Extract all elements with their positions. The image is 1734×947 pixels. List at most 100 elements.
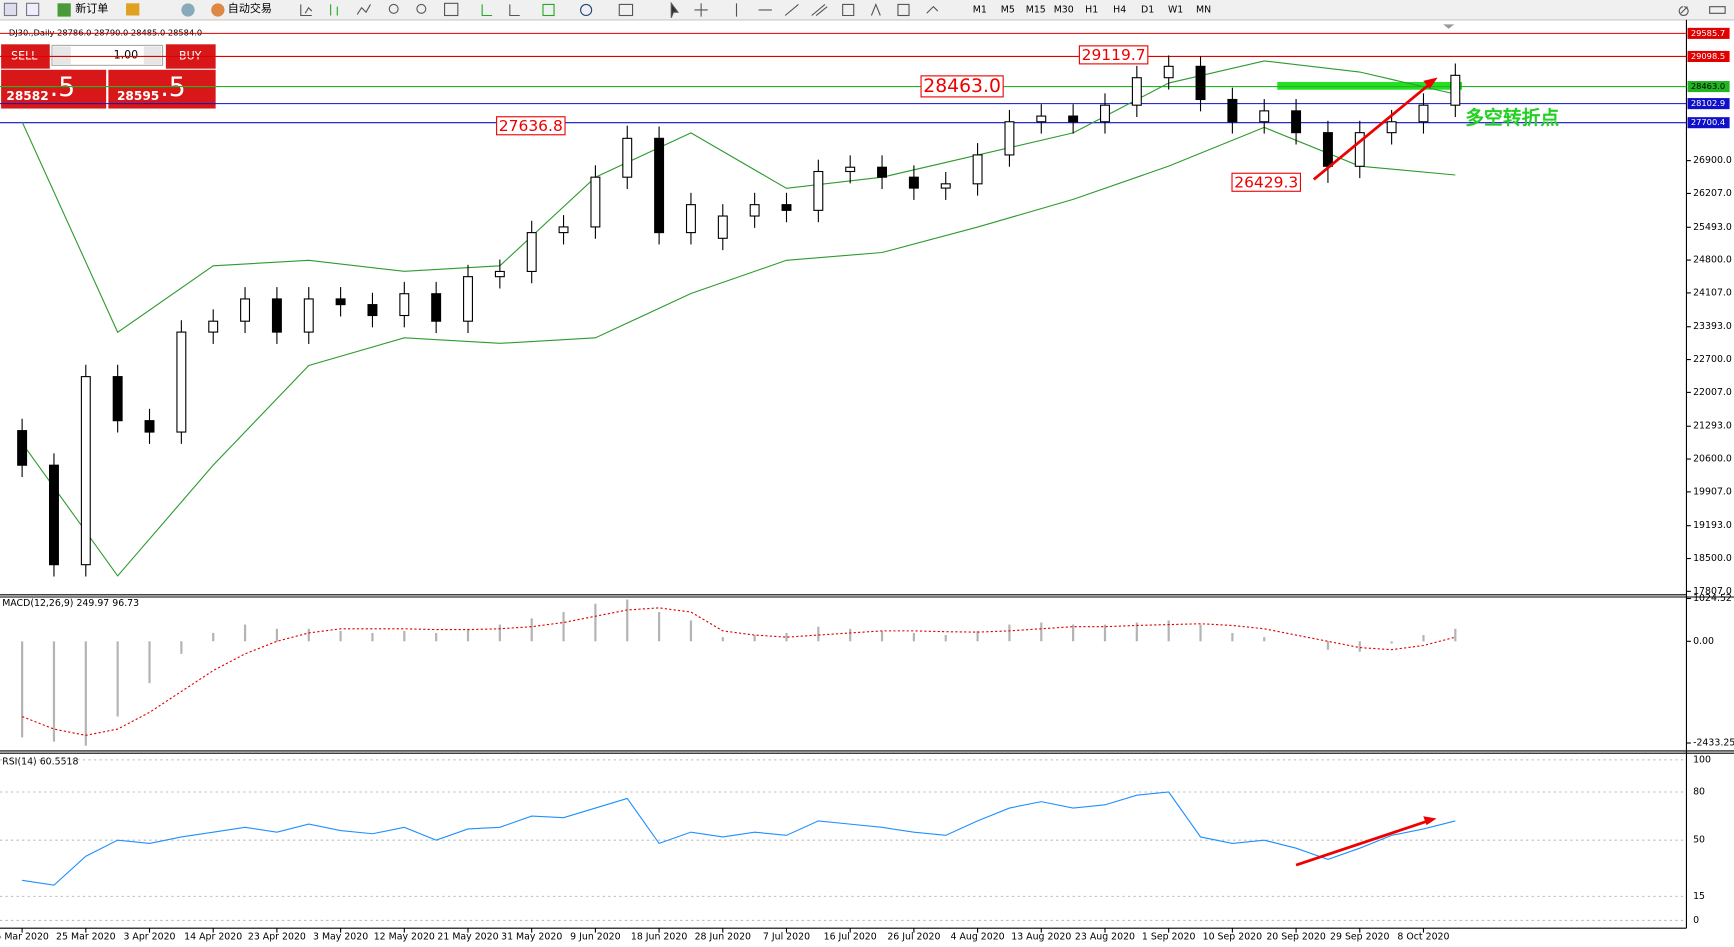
timeframe-button[interactable]: W1 [1168, 4, 1183, 15]
candle-body [972, 154, 983, 185]
candle-body [1068, 115, 1079, 123]
candle-body [908, 176, 919, 189]
x-tick-label: 31 May 2020 [501, 932, 562, 943]
candle-body [1195, 65, 1206, 101]
candle-icon[interactable] [330, 4, 338, 16]
callout-text: 多空转折点 [1465, 106, 1559, 129]
text-icon[interactable] [870, 2, 881, 16]
period-icon[interactable] [580, 3, 593, 17]
candle-body [335, 298, 346, 306]
y-tick-label: 23393.0 [1693, 321, 1732, 332]
lots-up[interactable] [143, 46, 162, 65]
timeframe-button[interactable]: H4 [1113, 4, 1126, 15]
candle-body [1163, 65, 1174, 79]
y-tick-label: 1024.52 [1693, 593, 1732, 604]
rsi-line [22, 791, 1456, 886]
zoom-out-icon[interactable] [416, 3, 427, 14]
indicator-icon[interactable] [542, 3, 555, 17]
candle-body [208, 320, 219, 333]
x-tick-label: 29 Sep 2020 [1330, 932, 1389, 943]
x-tick-label: 18 Jun 2020 [631, 932, 687, 943]
candle-body [1354, 132, 1365, 167]
new-order-icon[interactable] [57, 3, 71, 17]
zoom-in-icon[interactable] [388, 3, 399, 14]
timeframe-button[interactable]: M15 [1026, 4, 1046, 15]
scroll-icon[interactable] [481, 4, 493, 17]
bar-chart-icon[interactable] [300, 4, 313, 17]
auto-trade-button[interactable]: 自动交易 [228, 1, 272, 15]
x-tick-label: 14 Apr 2020 [184, 932, 242, 943]
level-label: 29585.7 [1691, 28, 1725, 38]
trendline-icon[interactable] [784, 4, 799, 16]
y-tick-label: 21293.0 [1693, 421, 1732, 432]
x-tick-label: 10 Sep 2020 [1203, 932, 1262, 943]
candle-body [176, 331, 187, 433]
x-tick-label: 12 May 2020 [374, 932, 435, 943]
x-tick-label: 7 Jul 2020 [763, 932, 810, 943]
buy-price-fraction: .5 [160, 72, 185, 103]
candle-body [940, 183, 951, 189]
crosshair-icon[interactable] [694, 3, 708, 17]
toolbar-icon[interactable] [25, 2, 40, 17]
candle-body [1227, 98, 1238, 123]
x-tick-label: 1 Sep 2020 [1142, 932, 1196, 943]
candle-body [526, 232, 537, 273]
candle-body [1131, 77, 1142, 106]
chat-icon[interactable] [1709, 6, 1726, 14]
toolbar-icon[interactable] [181, 3, 195, 17]
new-order-button[interactable]: 新订单 [75, 1, 108, 15]
x-tick-label: 20 Sep 2020 [1266, 932, 1325, 943]
candle-body [399, 293, 410, 317]
toolbar-icon[interactable] [126, 3, 140, 16]
search-icon[interactable] [1678, 6, 1689, 17]
level-label-box [1687, 27, 1730, 39]
candle-body [144, 420, 155, 433]
x-tick-label: 5 Mar 2020 [0, 932, 49, 943]
candle-body [240, 298, 251, 322]
buy-price: 28595 [117, 89, 159, 103]
level-label-box [1687, 98, 1730, 110]
timeframe-button[interactable]: M30 [1054, 4, 1074, 15]
lots-input[interactable] [51, 44, 164, 66]
candle-body [622, 137, 633, 178]
label-icon[interactable] [897, 3, 910, 17]
candle-body [781, 204, 792, 211]
y-tick-label: 20600.0 [1693, 454, 1732, 465]
x-tick-label: 4 Aug 2020 [951, 932, 1005, 943]
candle-body [749, 204, 760, 217]
candle-body [271, 298, 282, 333]
timeframe-button[interactable]: M5 [1001, 4, 1015, 15]
y-tick-label: 26207.0 [1693, 188, 1732, 199]
sell-price-box[interactable] [1, 69, 107, 109]
channel-icon[interactable] [811, 4, 828, 16]
x-tick-label: 9 Jun 2020 [570, 932, 621, 943]
timeframe-button[interactable]: M1 [973, 4, 987, 15]
lots-down[interactable] [53, 46, 71, 65]
candle-body [590, 176, 601, 228]
candle-body [17, 430, 28, 466]
auto-trade-icon[interactable] [211, 3, 225, 17]
y-tick-label: 22007.0 [1693, 387, 1732, 398]
timeframe-button[interactable]: MN [1196, 4, 1211, 15]
timeframe-button[interactable]: H1 [1085, 4, 1098, 15]
timeframe-button[interactable]: D1 [1141, 4, 1154, 15]
candle-body [685, 204, 696, 234]
tile-icon[interactable] [444, 2, 459, 17]
toolbar-icon[interactable] [3, 2, 18, 17]
y-tick-label: 24107.0 [1693, 287, 1732, 298]
y-tick-label: 22700.0 [1693, 354, 1732, 365]
lots-value: 1.00 [114, 48, 139, 61]
template-icon[interactable] [618, 3, 634, 17]
fibo-icon[interactable] [842, 3, 855, 17]
line-icon[interactable] [356, 4, 371, 15]
cursor-icon[interactable] [670, 1, 680, 18]
buy-price-box[interactable] [108, 69, 216, 109]
level-label: 29098.5 [1691, 51, 1725, 61]
candle-body [1291, 110, 1302, 134]
one-click-trading-panel: SELL 1.00 BUY 28582 .5 28595 .5 [1, 44, 216, 109]
candle-body [1100, 104, 1110, 123]
candle-body [303, 298, 314, 333]
arrow-icon[interactable] [926, 5, 939, 14]
shift-icon[interactable] [509, 4, 520, 17]
